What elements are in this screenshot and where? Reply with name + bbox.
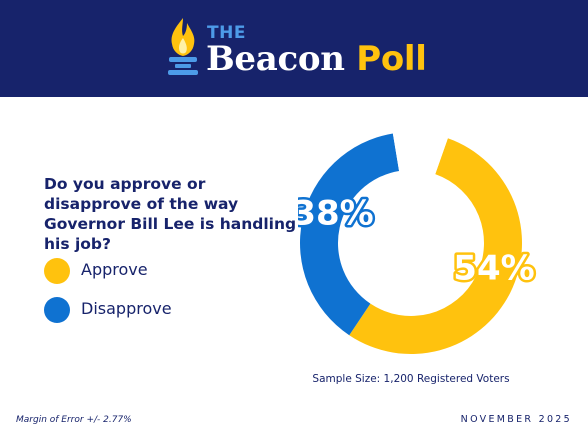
brand-title: Beacon Poll xyxy=(206,39,427,79)
brand-poll: Poll xyxy=(356,39,427,79)
data-label-approve: 54% xyxy=(453,249,534,289)
donut-slice-approve xyxy=(349,138,522,354)
poll-question: Do you approve or disapprove of the way … xyxy=(44,175,297,253)
legend-swatch-disapprove xyxy=(44,297,70,323)
brand-name: Beacon xyxy=(206,39,345,79)
header-banner: THE Beacon Poll xyxy=(0,0,588,97)
torch-icon xyxy=(168,18,198,75)
data-label-disapprove: 38% xyxy=(298,194,374,234)
sample-size: Sample Size: 1,200 Registered Voters xyxy=(312,373,510,385)
brand-prefix: THE xyxy=(207,23,246,43)
margin-of-error: Margin of Error +/- 2.77% xyxy=(16,415,132,425)
poll-date: NOVEMBER 2025 xyxy=(460,414,572,425)
legend-label-disapprove: Disapprove xyxy=(81,299,172,318)
legend-label-approve: Approve xyxy=(81,260,148,279)
donut-slice-disapprove xyxy=(300,133,400,336)
donut-slice-remainder xyxy=(392,132,448,175)
legend-swatch-approve xyxy=(44,258,70,284)
donut-chart: 54% 38% xyxy=(298,132,537,354)
